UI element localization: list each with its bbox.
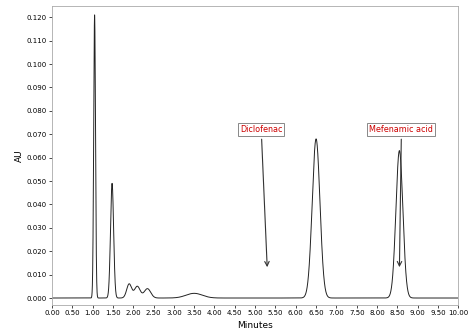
Text: Mefenamic acid: Mefenamic acid (370, 125, 433, 266)
X-axis label: Minutes: Minutes (237, 322, 273, 330)
Text: Diclofenac: Diclofenac (240, 125, 283, 266)
Y-axis label: AU: AU (15, 149, 24, 162)
